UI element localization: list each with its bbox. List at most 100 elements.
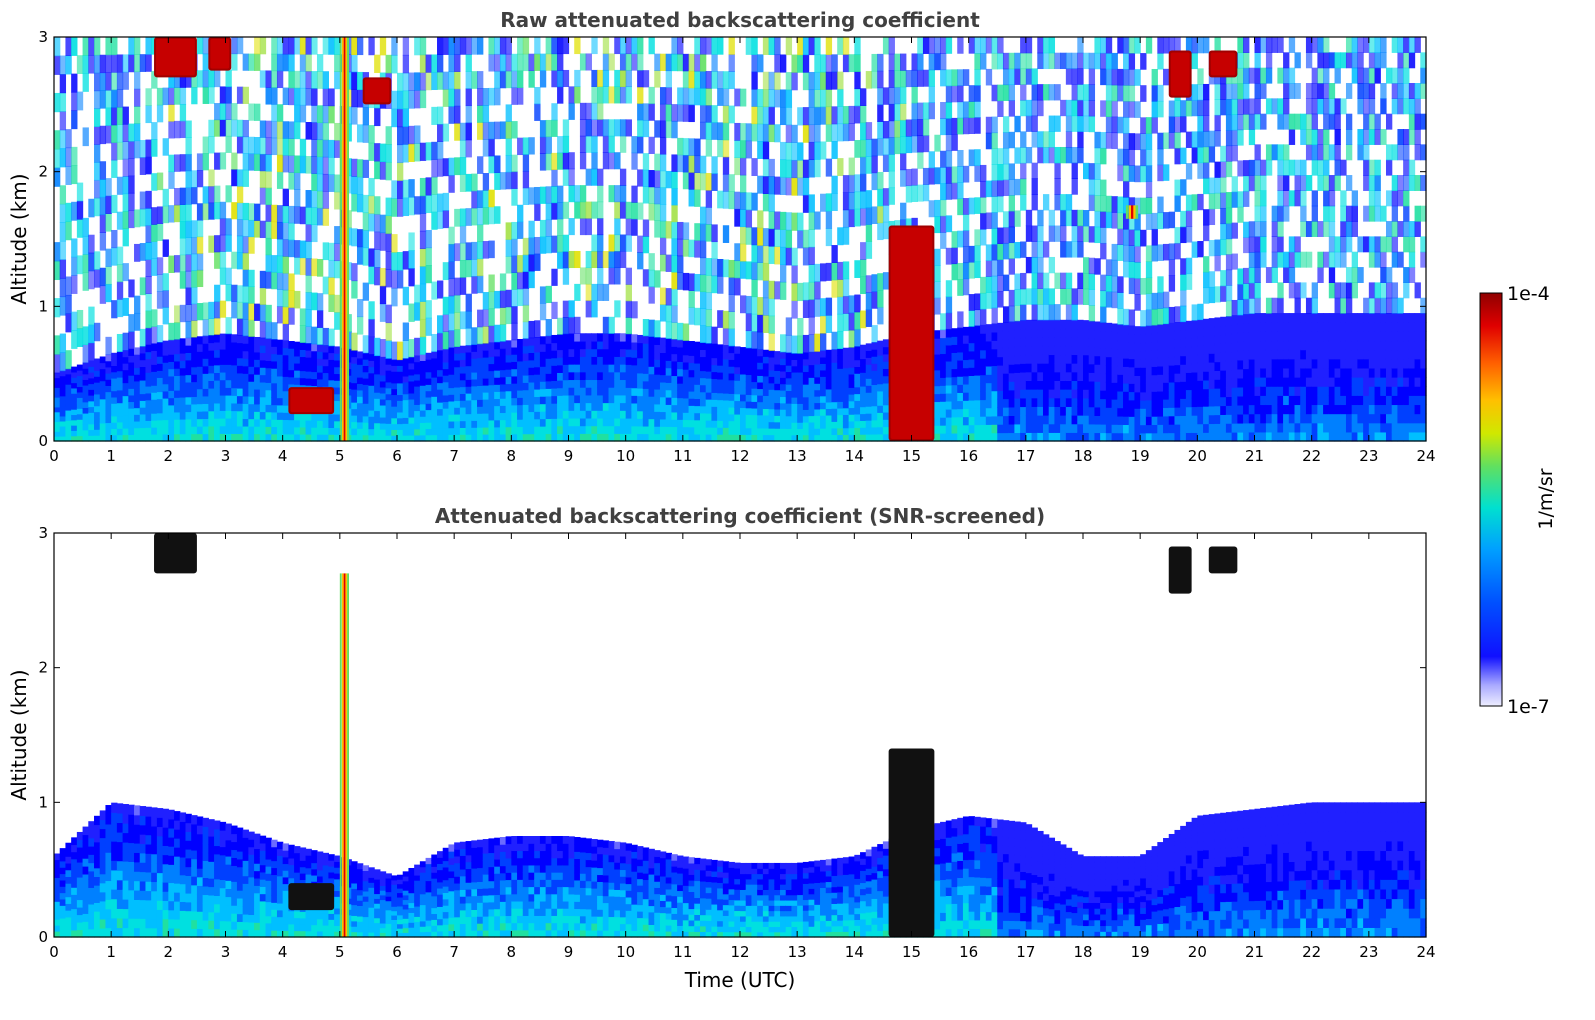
boundary-layer-cell: [362, 403, 370, 411]
noise-cell: [368, 213, 375, 232]
noise-cell: [791, 142, 798, 161]
boundary-layer-cell: [145, 413, 152, 421]
boundary-layer-cell: [528, 411, 535, 420]
noise-cell: [911, 184, 918, 203]
noise-cell: [654, 320, 661, 338]
boundary-layer-cell: [425, 359, 432, 366]
boundary-layer-cell: [562, 371, 570, 381]
boundary-layer-cell: [608, 379, 615, 388]
boundary-layer-cell: [391, 371, 398, 378]
noise-cell: [265, 237, 272, 256]
boundary-layer-cell: [254, 351, 261, 360]
boundary-layer-cell: [1128, 366, 1136, 376]
boundary-layer-cell: [419, 360, 427, 368]
noise-cell: [362, 229, 370, 249]
noise-cell: [574, 185, 581, 203]
noise-cell: [1054, 304, 1061, 321]
boundary-layer-cell: [699, 426, 707, 435]
boundary-layer-cell: [745, 374, 753, 382]
boundary-layer-cell: [477, 413, 484, 421]
boundary-layer-cell: [65, 420, 72, 427]
boundary-layer-cell: [322, 427, 329, 435]
boundary-layer-cell: [408, 386, 415, 394]
noise-cell: [134, 37, 141, 55]
noise-cell: [1008, 210, 1015, 228]
noise-cell: [1145, 309, 1153, 327]
noise-cell: [288, 53, 295, 72]
boundary-layer-cell: [597, 348, 604, 357]
boundary-layer-cell: [128, 408, 135, 416]
boundary-layer-cell: [414, 367, 421, 375]
boundary-layer-cell: [311, 357, 318, 366]
noise-cell: [585, 300, 592, 318]
noise-cell: [814, 211, 821, 230]
noise-cell: [1157, 292, 1164, 309]
boundary-layer-cell: [1071, 328, 1078, 338]
boundary-layer-cell: [328, 366, 335, 374]
boundary-layer-cell: [557, 425, 564, 434]
noise-cell: [305, 258, 312, 276]
noise-cell: [1128, 213, 1136, 230]
noise-cell: [368, 195, 375, 214]
boundary-layer-cell: [488, 349, 495, 358]
noise-cell: [139, 157, 147, 175]
boundary-layer-cell: [94, 423, 101, 430]
boundary-layer-cell: [585, 402, 592, 411]
noise-cell: [116, 106, 124, 125]
noise-cell: [505, 138, 512, 156]
boundary-layer-cell: [991, 424, 998, 434]
noise-cell: [1031, 162, 1038, 179]
noise-cell: [299, 87, 307, 106]
noise-cell: [1123, 180, 1130, 198]
noise-cell: [1008, 258, 1015, 275]
boundary-layer-cell: [997, 356, 1004, 366]
noise-cell: [682, 171, 690, 190]
boundary-layer-cell: [717, 378, 724, 387]
boundary-layer-cell: [1031, 423, 1038, 433]
noise-cell: [488, 87, 495, 106]
noise-cell: [214, 251, 221, 269]
noise-cell: [722, 139, 730, 158]
boundary-layer-cell: [59, 390, 67, 397]
noise-cell: [328, 88, 335, 107]
noise-cell: [625, 201, 632, 219]
noise-cell: [642, 219, 650, 237]
noise-cell: [276, 171, 284, 189]
noise-cell: [820, 315, 827, 334]
noise-cell: [259, 304, 267, 322]
boundary-layer-cell: [865, 392, 873, 400]
boundary-layer-cell: [659, 411, 667, 420]
boundary-layer-cell: [311, 413, 318, 421]
noise-cell: [877, 104, 884, 122]
noise-cell: [402, 72, 410, 92]
boundary-layer-cell: [625, 371, 632, 381]
noise-cell: [705, 71, 713, 89]
noise-cell: [945, 312, 953, 330]
noise-cell: [1048, 84, 1056, 101]
noise-cell: [99, 267, 107, 287]
noise-cell: [659, 220, 667, 239]
boundary-layer-cell: [1140, 334, 1147, 344]
noise-cell: [762, 37, 770, 55]
noise-cell: [459, 157, 467, 175]
boundary-layer-cell: [397, 376, 404, 384]
boundary-layer-cell: [391, 406, 398, 413]
noise-cell: [322, 156, 329, 175]
boundary-layer-cell: [265, 426, 272, 435]
boundary-layer-cell: [820, 369, 827, 377]
boundary-layer-cell: [734, 434, 741, 442]
boundary-layer-cell: [997, 398, 1004, 408]
boundary-layer-cell: [871, 377, 878, 386]
boundary-layer-cell: [728, 352, 735, 360]
boundary-layer-cell: [351, 389, 358, 397]
boundary-layer-cell: [1140, 383, 1147, 393]
boundary-layer-cell: [1105, 407, 1113, 417]
noise-cell: [980, 292, 987, 310]
boundary-layer-cell: [522, 433, 530, 442]
noise-cell: [145, 105, 152, 124]
noise-cell: [608, 267, 615, 285]
boundary-layer-cell: [214, 341, 221, 351]
noise-cell: [917, 135, 924, 153]
noise-cell: [648, 253, 655, 271]
noise-cell: [791, 335, 798, 354]
